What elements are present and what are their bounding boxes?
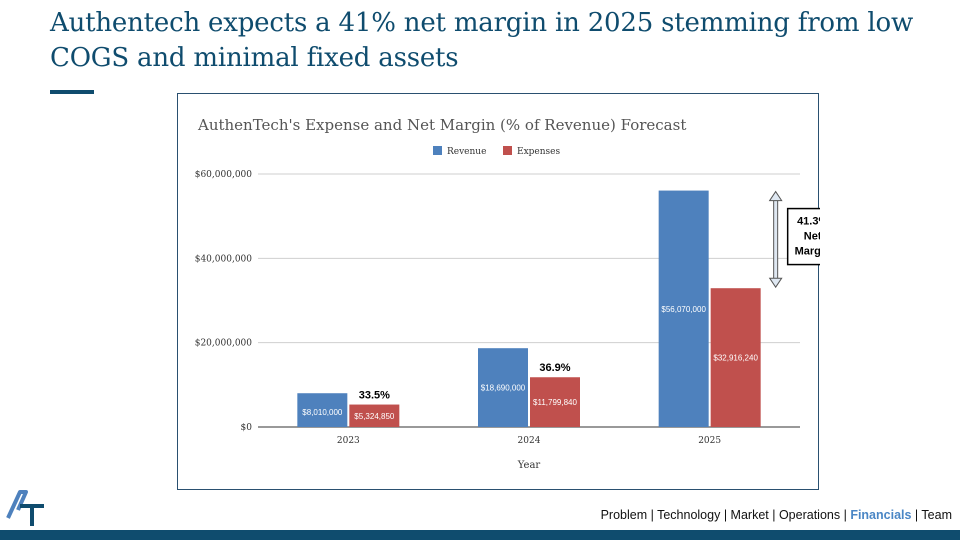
- margin-arrow-head-top: [768, 190, 783, 202]
- nav-separator: |: [840, 508, 851, 522]
- margin-arrow-head-bottom: [768, 277, 783, 289]
- y-tick-label: $0: [241, 423, 253, 433]
- nav-separator: |: [720, 508, 731, 522]
- y-axis: $0 $20,000,000 $40,000,000 $60,000,000: [195, 170, 253, 433]
- data-label: $56,070,000: [661, 305, 706, 314]
- authentech-logo: [6, 490, 44, 526]
- legend-label-expenses: Expenses: [517, 147, 560, 157]
- chart-svg: AuthenTech's Expense and Net Margin (% o…: [195, 116, 820, 471]
- nav-item-technology[interactable]: Technology: [657, 508, 721, 522]
- bar-expenses-2023: [349, 404, 400, 427]
- nav-separator: |: [647, 508, 658, 522]
- x-tick-label: 2024: [518, 436, 541, 446]
- bar-expenses-2024: [530, 377, 580, 427]
- data-label: $32,916,240: [713, 354, 758, 363]
- x-tick-label: 2025: [698, 436, 721, 446]
- net-margin-box: [786, 207, 820, 266]
- x-tick-label: 2023: [337, 436, 360, 446]
- chart-legend: Revenue Expenses: [433, 146, 560, 157]
- x-axis-label: Year: [517, 460, 541, 471]
- slide-title: Authentech expects a 41% net margin in 2…: [50, 8, 914, 73]
- nav-item-team[interactable]: Team: [921, 508, 952, 522]
- section-nav: Problem | Technology | Market | Operatio…: [601, 508, 952, 522]
- net-margin-text: 41.3%: [797, 216, 820, 228]
- bar-revenue-2023: [297, 393, 348, 427]
- bar-revenue-2024: [478, 348, 528, 427]
- title-accent-line: [50, 90, 94, 94]
- bars: $8,010,000 $5,324,850 $18,690,000 $11,799,8…: [297, 190, 761, 427]
- data-label: $5,324,850: [354, 412, 395, 421]
- y-tick-label: $20,000,000: [195, 339, 253, 349]
- data-label: $8,010,000: [302, 408, 343, 417]
- nav-item-operations[interactable]: Operations: [778, 508, 841, 522]
- net-margin-text: Net: [804, 231, 820, 243]
- legend-swatch-revenue: [433, 146, 442, 155]
- y-tick-label: $60,000,000: [195, 170, 253, 180]
- nav-item-financials[interactable]: Financials: [850, 508, 912, 522]
- bar-revenue-2025: [658, 190, 709, 427]
- net-margin-text: Margin: [795, 246, 820, 258]
- chart-title: AuthenTech's Expense and Net Margin (% o…: [197, 116, 686, 134]
- legend-label-revenue: Revenue: [447, 147, 486, 157]
- x-axis: 2023 2024 2025: [337, 436, 722, 446]
- chart-frame: AuthenTech's Expense and Net Margin (% o…: [177, 93, 820, 490]
- data-label: $11,799,840: [533, 398, 577, 407]
- nav-separator: |: [911, 508, 922, 522]
- bar-expenses-2025: [710, 288, 761, 427]
- annotations: 33.5% 36.9% 41.3% Net Margin: [359, 190, 820, 402]
- data-label: $18,690,000: [481, 384, 526, 393]
- legend-swatch-expenses: [503, 146, 512, 155]
- footer-bar: [0, 530, 960, 540]
- y-tick-label: $40,000,000: [195, 254, 253, 264]
- nav-item-problem[interactable]: Problem: [600, 508, 648, 522]
- gridlines: [258, 173, 800, 428]
- nav-item-market[interactable]: Market: [730, 508, 769, 522]
- nav-separator: |: [768, 508, 779, 522]
- margin-label-2023: 33.5%: [359, 390, 390, 402]
- margin-label-2024: 36.9%: [539, 362, 570, 374]
